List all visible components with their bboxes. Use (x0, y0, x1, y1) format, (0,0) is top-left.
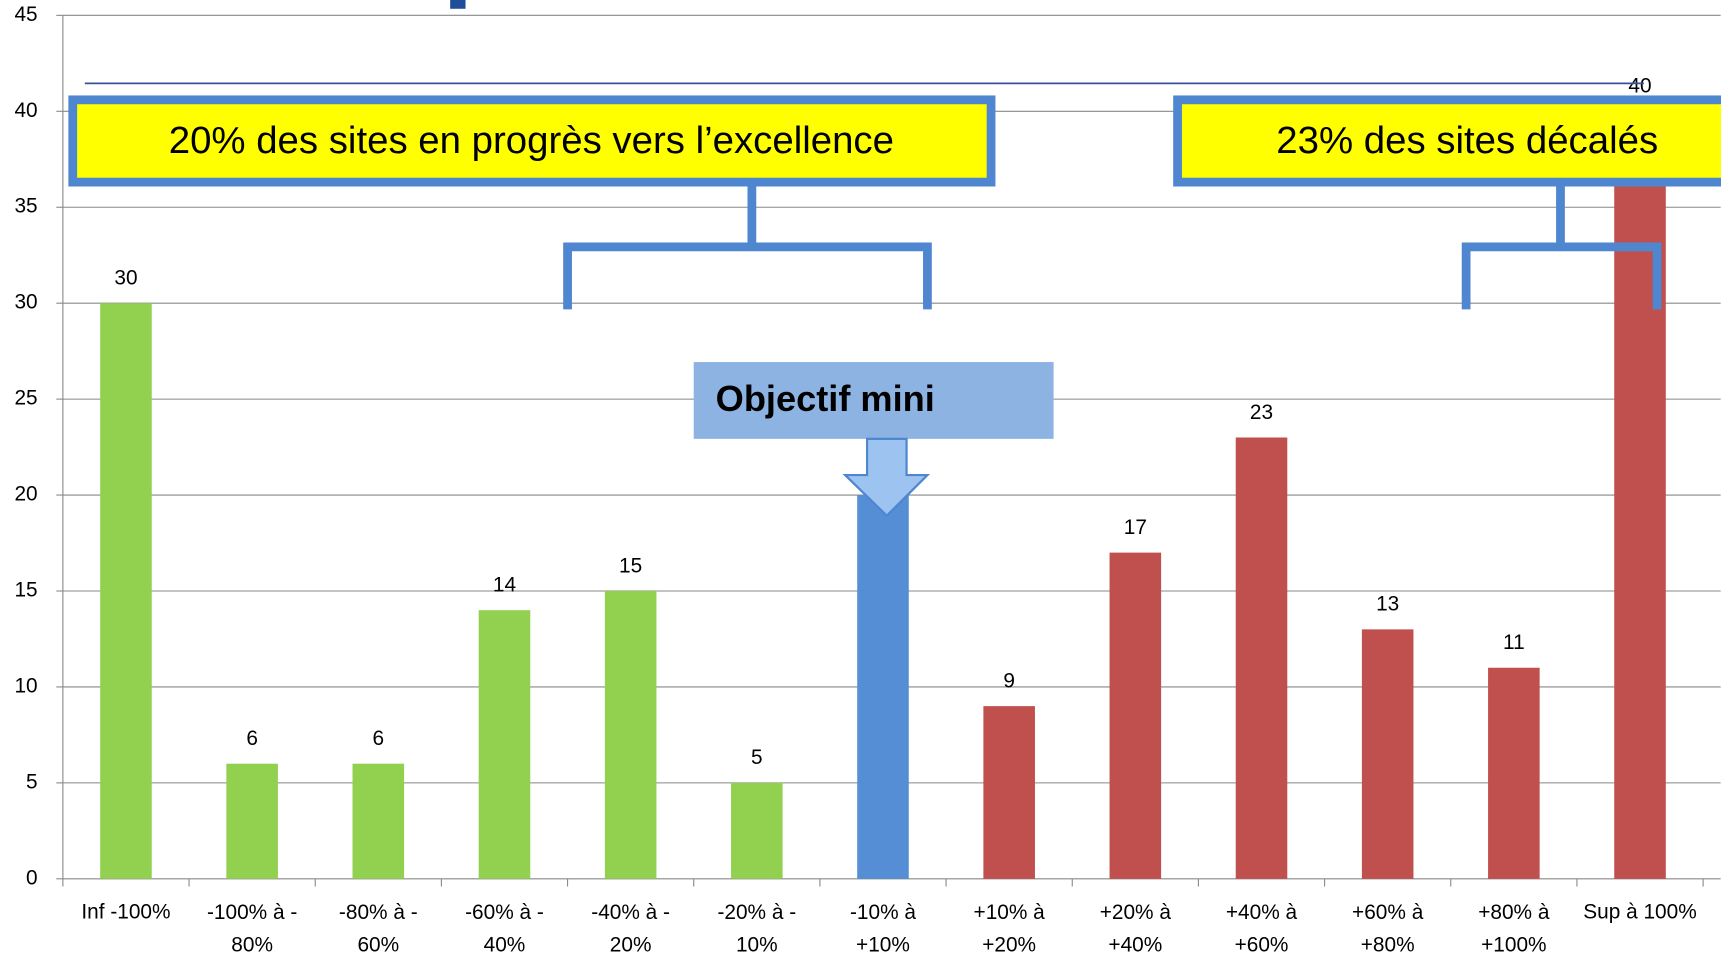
x-tick-label: -20% à -10% (717, 900, 796, 956)
objective-box (693, 362, 1054, 439)
data-label: 40 (1628, 75, 1651, 98)
data-label: 6 (246, 727, 258, 750)
x-tick-label: -80% à -60% (339, 900, 418, 956)
y-tick-label: 40 (14, 99, 37, 122)
x-tick-label: +40% à +60% (1226, 900, 1298, 956)
data-label: 6 (373, 727, 385, 750)
callout-text: 20% des sites en progrès vers l’excellen… (169, 119, 894, 162)
data-label: 9 (1003, 669, 1015, 692)
data-label: 13 (1376, 593, 1399, 616)
x-tick-label: +80% à +100% (1478, 900, 1550, 956)
x-tick-label: Sup à 100% (1583, 900, 1697, 923)
data-label: 14 (493, 574, 516, 597)
bar (604, 590, 657, 879)
y-tick-label: 15 (14, 578, 37, 601)
bar (857, 495, 909, 879)
bar (983, 706, 1035, 879)
x-tick-label: -100% à -80% (207, 900, 297, 956)
y-tick-label: 25 (14, 387, 37, 410)
bar (1109, 552, 1162, 879)
x-tick-label: -60% à -40% (465, 900, 544, 956)
data-label: 17 (1124, 516, 1147, 539)
objective-text: Objectif mini (716, 378, 935, 419)
bar (226, 763, 278, 879)
y-tick-label: 30 (14, 291, 37, 314)
x-tick-label: +60% à +80% (1352, 900, 1424, 956)
plot: 0 5 10 15 20 25 30 35 40 45 Inf -100% 30 -100% à -80… (14, 3, 1721, 956)
bracket (1461, 182, 1662, 310)
x-tick-label: +20% à +40% (1100, 900, 1172, 956)
bar (1614, 111, 1666, 879)
callout-box (68, 95, 996, 187)
callout-box (1173, 95, 1721, 187)
x-tick-label: -40% à -20% (591, 900, 670, 956)
bar (478, 610, 531, 879)
bar (100, 303, 152, 879)
data-label: 23 (1250, 401, 1273, 424)
arrow (842, 437, 931, 518)
y-tick-label: 45 (14, 3, 37, 26)
data-label: 30 (114, 267, 137, 290)
callout-text: 23% des sites décalés (1276, 119, 1658, 162)
x-tick-label: +10% à +20% (974, 900, 1046, 956)
y-tick-label: 5 (26, 770, 38, 793)
data-label: 11 (1503, 631, 1525, 654)
data-label: 15 (619, 554, 642, 577)
data-label: 5 (751, 746, 763, 769)
bar (731, 782, 783, 879)
bar (352, 763, 405, 879)
y-tick-label: 10 (14, 674, 37, 697)
x-tick-label: Inf -100% (81, 900, 170, 923)
y-tick-label: 20 (14, 483, 37, 506)
y-tick-label: 35 (14, 195, 37, 218)
y-tick-label: 0 (26, 866, 38, 889)
bar (1488, 667, 1540, 879)
bar (1361, 629, 1414, 879)
x-tick-label: -10% à +10% (850, 900, 916, 956)
bracket (563, 182, 932, 310)
overlay: 20% des sites en progrès vers l’excellen… (68, 0, 1721, 518)
title-fragment (450, 0, 466, 9)
bar (1235, 437, 1288, 879)
